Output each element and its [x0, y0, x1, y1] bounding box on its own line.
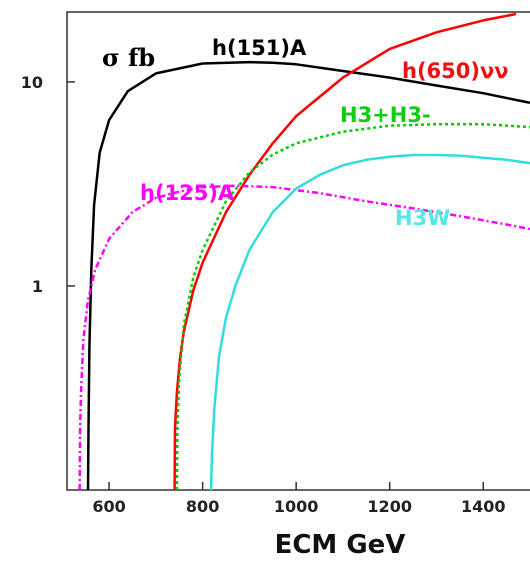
series-line-1	[173, 12, 517, 490]
label-h151A: h(151)A	[212, 36, 307, 60]
curves-group	[78, 12, 530, 490]
series-line-0	[86, 60, 530, 490]
label-h125A: h(125)A	[140, 181, 235, 205]
label-H3H3: H3+H3-	[340, 103, 431, 127]
x-ticks-group: 600 800 1000 1200 1400	[92, 482, 505, 516]
series-line-4	[209, 153, 530, 490]
x-tick-label: 800	[186, 497, 219, 516]
x-tick-label: 600	[92, 497, 125, 516]
x-tick-label: 1400	[461, 497, 506, 516]
x-tick-label: 1200	[367, 497, 412, 516]
series-line-3	[78, 184, 530, 490]
y-axis-title: σ fb	[102, 43, 155, 72]
label-h650nunu: h(650)νν	[402, 59, 509, 83]
y-ticks-group: 1 10	[21, 73, 75, 296]
y-tick-label: 1	[32, 277, 43, 296]
y-tick-label: 10	[21, 73, 43, 92]
x-tick-label: 1000	[274, 497, 319, 516]
x-axis-title: ECM GeV	[275, 530, 406, 560]
plot-frame	[66, 11, 530, 491]
label-H3W: H3W	[395, 206, 450, 230]
